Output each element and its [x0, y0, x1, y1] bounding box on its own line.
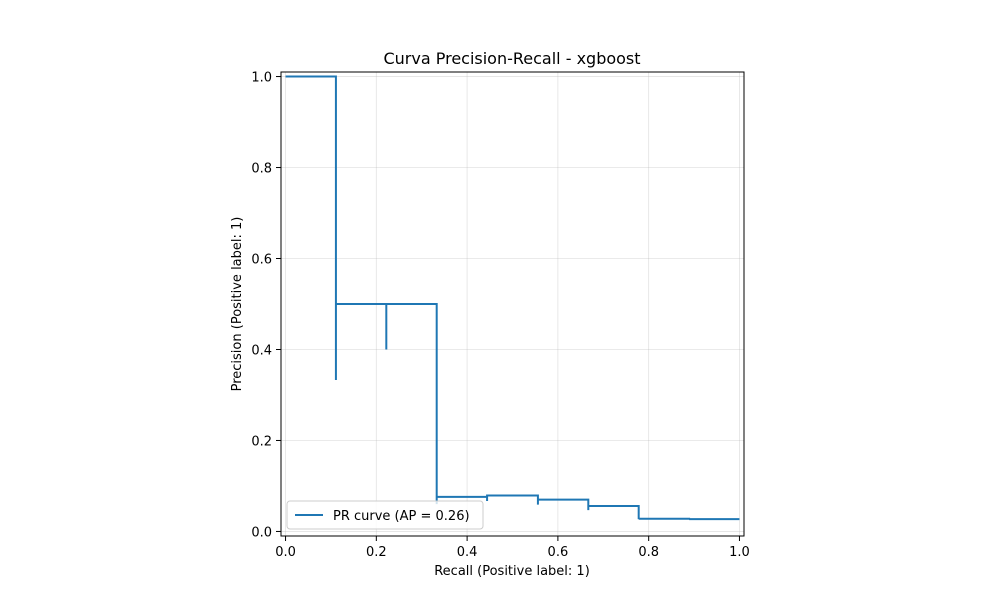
y-axis-label: Precision (Positive label: 1) [230, 217, 245, 392]
legend-label: PR curve (AP = 0.26) [333, 509, 470, 524]
x-tick-label: 0.6 [548, 545, 569, 560]
y-tick-label: 0.6 [251, 253, 272, 268]
x-tick-label: 1.0 [729, 545, 750, 560]
x-tick-label: 0.2 [366, 545, 387, 560]
y-tick-label: 0.2 [251, 434, 272, 449]
y-tick-label: 0.8 [251, 162, 272, 177]
legend: PR curve (AP = 0.26) [286, 500, 484, 530]
x-tick-label: 0.8 [638, 545, 659, 560]
y-tick-label: 0.4 [251, 343, 272, 358]
pr-curve-line [285, 75, 740, 521]
series-layer [285, 75, 740, 521]
x-axis-label: Recall (Positive label: 1) [434, 564, 590, 579]
x-tick-label: 0.0 [275, 545, 296, 560]
chart-title: Curva Precision-Recall - xgboost [383, 49, 640, 68]
x-axis: 0.0 0.2 0.4 0.6 0.8 1.0 [275, 536, 750, 560]
y-tick-label: 0.0 [251, 525, 272, 540]
grid [281, 72, 744, 536]
legend-box [286, 500, 484, 530]
y-axis: 0.0 0.2 0.4 0.6 0.8 1.0 [251, 71, 281, 540]
y-tick-label: 1.0 [251, 71, 272, 86]
x-tick-label: 0.4 [457, 545, 478, 560]
plot-frame [280, 71, 745, 537]
